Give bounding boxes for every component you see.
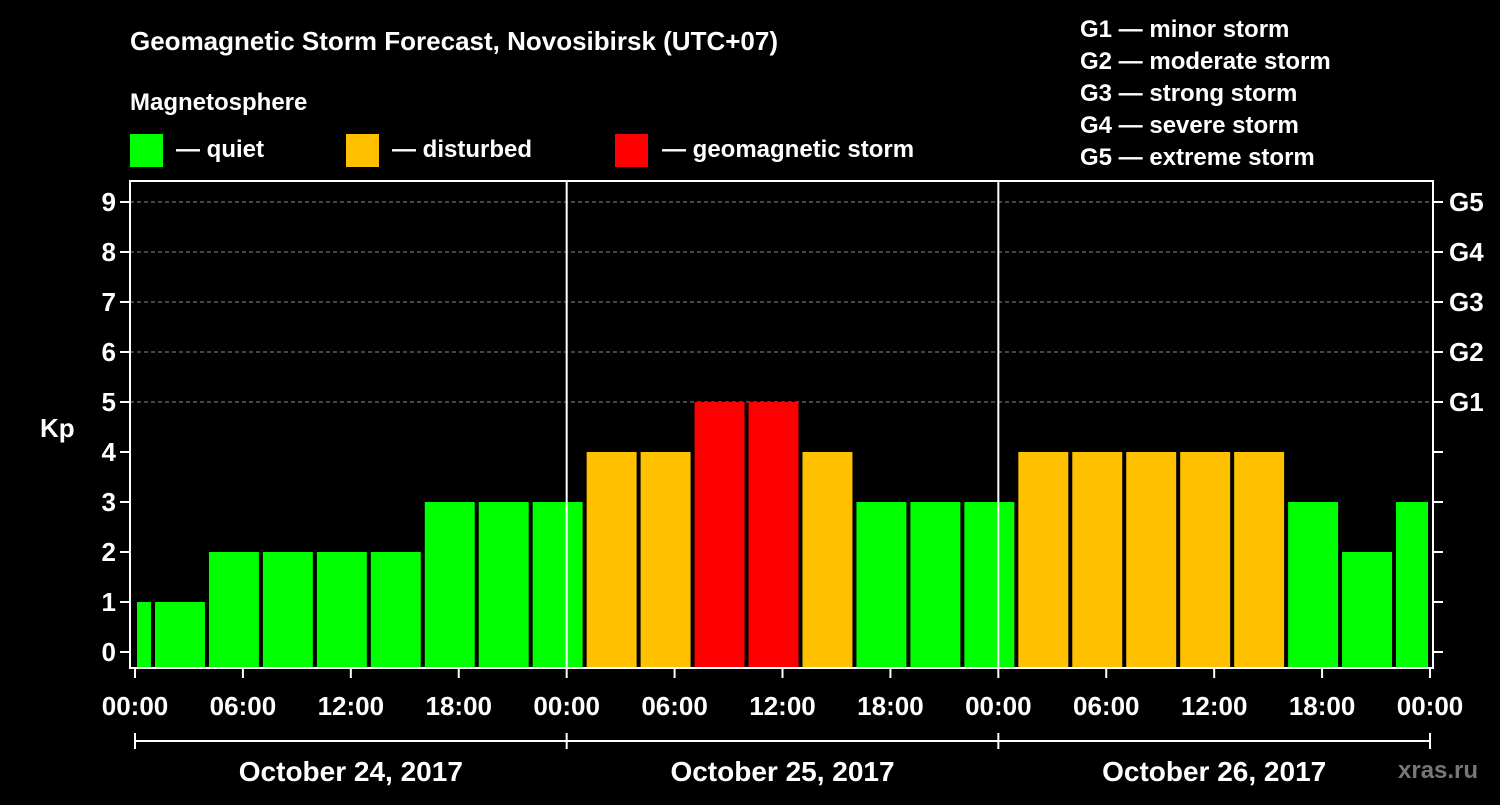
legend-label-disturbed: — disturbed bbox=[392, 136, 532, 163]
x-tick-label: 06:00 bbox=[1073, 691, 1140, 721]
kp-bar bbox=[1342, 552, 1393, 668]
kp-bar bbox=[1396, 502, 1428, 668]
x-tick-label: 12:00 bbox=[318, 691, 385, 721]
right-tick-label: G5 bbox=[1449, 187, 1484, 217]
y-tick-label: 9 bbox=[102, 187, 116, 217]
kp-bar bbox=[424, 502, 475, 668]
x-tick-label: 12:00 bbox=[749, 691, 816, 721]
legend-label-quiet: — quiet bbox=[176, 136, 264, 163]
x-tick-label: 00:00 bbox=[533, 691, 600, 721]
day-labels: October 24, 2017 October 25, 2017 October … bbox=[134, 733, 1431, 787]
grid-lines bbox=[130, 201, 1433, 403]
kp-bar bbox=[964, 502, 1015, 668]
kp-bar bbox=[1288, 502, 1339, 668]
kp-bar bbox=[1072, 452, 1123, 668]
kp-bar bbox=[137, 602, 151, 668]
legend-swatch-storm bbox=[615, 134, 648, 167]
day-label: October 26, 2017 bbox=[1102, 756, 1326, 787]
y-tick-label: 1 bbox=[102, 587, 116, 617]
y-axis-ticks: 0 1 2 3 4 5 6 7 8 9 bbox=[102, 187, 130, 667]
kp-bar bbox=[316, 552, 367, 668]
kp-bar bbox=[586, 452, 637, 668]
right-tick-label: G2 bbox=[1449, 337, 1484, 367]
kp-bar bbox=[532, 502, 583, 668]
kp-bar bbox=[208, 552, 259, 668]
kp-bar bbox=[370, 552, 421, 668]
kp-bar bbox=[748, 402, 799, 668]
y-tick-label: 3 bbox=[102, 487, 116, 517]
x-tick-label: 12:00 bbox=[1181, 691, 1248, 721]
x-tick-label: 18:00 bbox=[857, 691, 924, 721]
storm-scale-g5: G5 — extreme storm bbox=[1080, 144, 1315, 171]
x-tick-label: 06:00 bbox=[641, 691, 708, 721]
y-tick-label: 5 bbox=[102, 387, 116, 417]
right-axis-ticks: G1 G2 G3 G4 G5 bbox=[1433, 187, 1484, 653]
storm-scale-g2: G2 — moderate storm bbox=[1080, 48, 1331, 75]
kp-bar bbox=[640, 452, 691, 668]
x-tick-label: 18:00 bbox=[1289, 691, 1356, 721]
right-tick-label: G4 bbox=[1449, 237, 1484, 267]
x-tick-label: 00:00 bbox=[1397, 691, 1464, 721]
legend-swatch-disturbed bbox=[346, 134, 379, 167]
day-label: October 25, 2017 bbox=[670, 756, 894, 787]
kp-bar bbox=[1234, 452, 1285, 668]
kp-bar bbox=[1180, 452, 1231, 668]
watermark: xras.ru bbox=[1398, 757, 1478, 784]
storm-scale-g1: G1 — minor storm bbox=[1080, 16, 1289, 43]
storm-scale-g3: G3 — strong storm bbox=[1080, 80, 1297, 107]
legend-heading: Magnetosphere bbox=[130, 89, 307, 116]
storm-scale-key: G1 — minor storm G2 — moderate storm G3 … bbox=[1080, 16, 1331, 171]
x-axis-ticks: 00:00 06:00 12:00 18:00 00:00 06:00 12:00 18:00… bbox=[102, 668, 1464, 721]
kp-bar bbox=[154, 602, 205, 668]
y-tick-label: 6 bbox=[102, 337, 116, 367]
kp-bar bbox=[478, 502, 529, 668]
bars bbox=[137, 402, 1428, 668]
kp-bar bbox=[1126, 452, 1177, 668]
y-axis-label: Kp bbox=[40, 413, 75, 443]
kp-bar bbox=[694, 402, 745, 668]
y-tick-label: 0 bbox=[102, 637, 116, 667]
right-tick-label: G1 bbox=[1449, 387, 1484, 417]
storm-scale-g4: G4 — severe storm bbox=[1080, 112, 1299, 139]
x-tick-label: 06:00 bbox=[210, 691, 277, 721]
y-tick-label: 2 bbox=[102, 537, 116, 567]
kp-bar bbox=[262, 552, 313, 668]
kp-bar bbox=[1018, 452, 1069, 668]
kp-bar bbox=[910, 502, 961, 668]
kp-bar bbox=[802, 452, 853, 668]
y-tick-label: 7 bbox=[102, 287, 116, 317]
legend-swatch-quiet bbox=[130, 134, 163, 167]
y-tick-label: 8 bbox=[102, 237, 116, 267]
x-tick-label: 00:00 bbox=[102, 691, 169, 721]
x-tick-label: 00:00 bbox=[965, 691, 1032, 721]
x-tick-label: 18:00 bbox=[426, 691, 493, 721]
chart-title: Geomagnetic Storm Forecast, Novosibirsk … bbox=[130, 26, 778, 56]
legend-label-storm: — geomagnetic storm bbox=[662, 136, 914, 163]
day-label: October 24, 2017 bbox=[239, 756, 463, 787]
y-tick-label: 4 bbox=[102, 437, 117, 467]
kp-bar bbox=[856, 502, 907, 668]
right-tick-label: G3 bbox=[1449, 287, 1484, 317]
